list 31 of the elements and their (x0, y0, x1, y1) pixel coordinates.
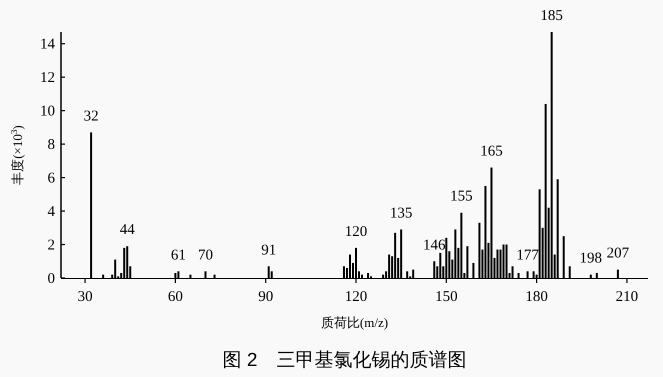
annotation: 177 (516, 247, 540, 264)
y-tick-label: 6 (48, 170, 56, 187)
annotation: 70 (198, 247, 213, 264)
annotation: 44 (120, 222, 136, 238)
x-tick-label: 60 (168, 289, 183, 305)
annotation: 61 (170, 247, 186, 264)
y-tick-label: 8 (48, 137, 55, 154)
x-axis-title: 质荷比(m/z) (320, 315, 388, 330)
x-tick-label: 180 (525, 289, 548, 305)
annotation: 32 (84, 108, 99, 124)
x-tick-label: 120 (344, 289, 368, 305)
x-tick-label: 30 (78, 289, 93, 305)
x-tick-label: 210 (616, 289, 638, 305)
y-tick-label: 12 (40, 70, 55, 86)
annotation: 185 (540, 8, 563, 24)
x-tick-label: 90 (258, 289, 274, 305)
text: 图 2 三甲基氯化锡的质谱图 (222, 349, 466, 371)
y-tick-label: 10 (40, 104, 55, 120)
annotation: 155 (450, 188, 473, 205)
y-tick-label: 4 (48, 204, 56, 220)
annotation: 135 (390, 205, 412, 222)
annotation: 165 (480, 144, 503, 160)
y-tick-label: 2 (48, 238, 55, 254)
x-tick-label: 150 (435, 289, 458, 305)
annotation: 207 (606, 246, 630, 262)
annotation: 146 (423, 237, 446, 254)
y-tick-label: 0 (48, 271, 55, 287)
annotation: 198 (580, 250, 602, 267)
y-tick-label: 14 (40, 36, 56, 53)
annotation: 120 (344, 224, 368, 240)
annotation: 91 (261, 242, 276, 258)
